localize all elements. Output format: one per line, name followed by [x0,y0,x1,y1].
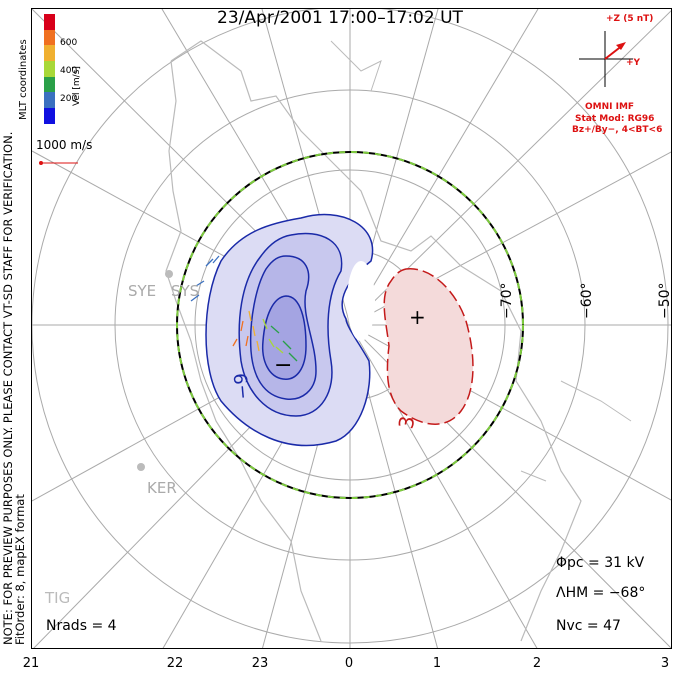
positive-cell [383,268,474,425]
colorbar-tick-600: 600 [60,38,78,48]
negative-contour-label: −9 [231,372,254,400]
n-rads: Nrads = 4 [46,618,117,634]
mlt-label-23: 23 [251,656,269,671]
mlt-label-1: 1 [432,656,442,671]
station-sys: SYS [171,282,199,300]
mlt-label-22: 22 [166,656,184,671]
coordinate-label: MLT coordinates [18,39,29,120]
imf-condition: Bz+/By−, 4<BT<6 [572,125,663,135]
colorbar-title: Vel [m/s] [72,66,82,106]
imf-z-label: +Z (5 nT) [606,14,654,24]
map-frame: − −9 + 3 SYE SYS KER T [31,8,672,649]
lambda-hm: ΛHM = −68° [556,585,646,601]
polar-map: − −9 + 3 SYE SYS KER T [32,9,672,648]
colorbar-tick-400: 400 [60,66,78,76]
imf-y-label: +Y [626,58,641,68]
mlt-label-3: 3 [660,656,670,671]
colorbar-band-3 [44,45,55,62]
station-sye: SYE [128,282,156,300]
n-vc: Nvc = 47 [556,618,621,634]
imf-source: OMNI IMF [585,102,635,112]
imf-stat-mod: Stat Mod: RG96 [575,114,655,124]
preview-note: NOTE: FOR PREVIEW PURPOSES ONLY. PLEASE … [1,132,27,645]
imf-clock [579,31,633,87]
phi-pc: Φpc = 31 kV [556,555,645,571]
mlt-label-21: 21 [22,656,40,671]
colorbar-band-1 [44,14,55,30]
pole-gap [347,261,375,341]
station-markers [137,270,173,471]
lat-label-50: −50° [657,282,672,319]
mlt-label-2: 2 [532,656,542,671]
hm-boundary-dash [176,151,524,499]
colorbar-band-7 [44,108,55,124]
station-ker: KER [147,479,177,497]
velocity-scale-label: 1000 m/s [36,138,93,152]
coastline [165,40,582,642]
colorbar-band-2 [44,29,55,46]
colorbar-tick-200: 200 [60,94,78,104]
colorbar-band-6 [44,92,55,109]
max-marker: + [409,305,426,329]
colorbar-band-5 [44,76,55,93]
preview-note-line2: FitOrder: 8, mapEX format [13,494,27,645]
lat-label-70: −70° [499,282,515,319]
mlt-label-0: 0 [344,656,354,671]
coastline-detail [330,40,632,482]
min-marker: − [274,353,292,378]
colorbar-band-4 [44,61,55,77]
lat-label-60: −60° [579,282,595,319]
positive-contour-label: 3 [394,414,420,431]
velocity-vectors [190,255,298,362]
station-tig: TIG [44,589,70,607]
plot-title: 23/Apr/2001 17:00–17:02 UT [217,8,463,28]
velocity-colorbar [44,14,55,124]
